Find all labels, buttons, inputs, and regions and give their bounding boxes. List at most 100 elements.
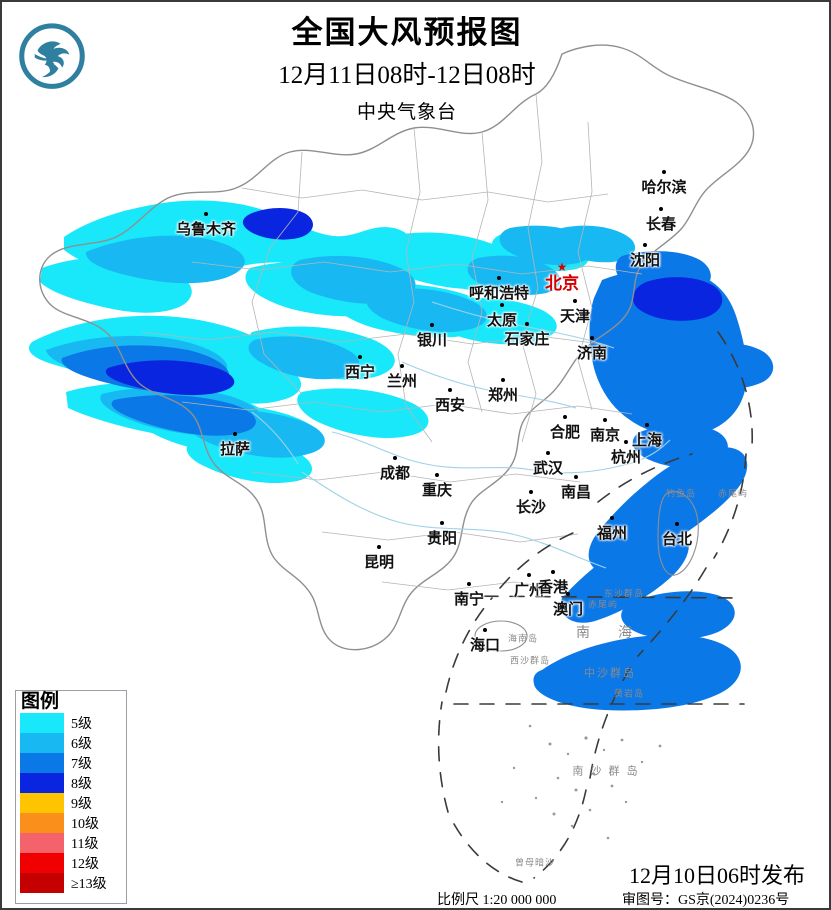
legend-swatch	[20, 872, 64, 893]
wind-field-level8	[105, 208, 723, 396]
city-label: 南京	[589, 427, 621, 444]
city-label: 兰州	[386, 373, 418, 390]
sea-label: 钓鱼岛	[665, 488, 697, 499]
legend-label: 6级	[71, 736, 92, 752]
city-marker	[483, 628, 487, 632]
city-marker	[643, 243, 647, 247]
city-marker	[563, 415, 567, 419]
sea-label: 东沙群岛	[603, 588, 645, 599]
city-marker	[377, 545, 381, 549]
city-label: 拉萨	[219, 441, 251, 458]
forecast-period: 12月11日08时-12日08时	[278, 61, 536, 89]
city-marker	[525, 322, 529, 326]
city-marker	[430, 323, 434, 327]
city-label: 济南	[576, 345, 608, 362]
legend-row: 12级	[20, 852, 126, 873]
issue-time: 12月10日06时发布	[628, 863, 805, 888]
legend-rows: 5级 6级 7级 8级 9级 10级 11级 12级 ≥13级	[20, 712, 126, 893]
city-label: 海口	[469, 637, 501, 654]
city-label: 太原	[486, 312, 518, 329]
sea-label: 西沙群岛	[509, 655, 551, 666]
map-scale: 比例尺 1:20 000 000	[437, 893, 557, 908]
city-label: 澳门	[552, 601, 584, 618]
city-marker	[500, 303, 504, 307]
city-label: 呼和浩特	[468, 285, 530, 302]
city-label: 杭州	[610, 449, 642, 466]
city-label: 重庆	[421, 482, 453, 499]
city-marker	[527, 573, 531, 577]
city-marker	[233, 432, 237, 436]
city-marker	[546, 451, 550, 455]
sea-label: 赤尾屿	[717, 488, 749, 499]
city-marker	[358, 355, 362, 359]
review-number: 审图号：GS京(2024)0236号	[622, 893, 790, 908]
city-marker	[590, 336, 594, 340]
city-label: 郑州	[487, 387, 519, 404]
city-marker	[440, 521, 444, 525]
issuing-agency: 中央气象台	[356, 101, 457, 123]
city-label: 贵阳	[426, 530, 458, 547]
city-marker	[574, 475, 578, 479]
city-marker	[551, 570, 555, 574]
cma-dragon-logo	[16, 20, 88, 98]
city-marker	[435, 473, 439, 477]
legend-swatch	[20, 712, 64, 733]
city-marker	[573, 299, 577, 303]
city-label: 西宁	[344, 364, 376, 381]
city-label: 香港	[537, 579, 569, 596]
capital-marker: ★	[556, 260, 568, 274]
city-label: 广州	[513, 582, 545, 599]
nine-dash-line	[437, 331, 754, 883]
legend-swatch	[20, 852, 64, 873]
city-marker	[662, 170, 666, 174]
city-label: 北京	[545, 274, 579, 293]
legend-swatch	[20, 772, 64, 793]
city-marker	[400, 364, 404, 368]
legend-label: 11级	[71, 836, 99, 852]
sea-label: 赤尾屿	[587, 599, 619, 610]
legend-swatch	[20, 792, 64, 813]
city-marker	[529, 490, 533, 494]
rivers	[251, 301, 671, 569]
legend-swatch	[20, 832, 64, 853]
legend-row: 5级	[20, 712, 126, 733]
city-label: 长春	[645, 216, 677, 233]
city-marker	[624, 440, 628, 444]
sea-label: 中沙群岛	[584, 667, 636, 680]
city-marker	[497, 276, 501, 280]
legend-label: 9级	[71, 796, 92, 812]
city-marker	[603, 418, 607, 422]
page-title: 全国大风预报图	[291, 15, 523, 50]
legend-swatch	[20, 752, 64, 773]
legend-swatch	[20, 732, 64, 753]
city-label: 昆明	[363, 554, 395, 571]
city-label: 石家庄	[504, 331, 550, 348]
legend-row: 9级	[20, 792, 126, 813]
legend-box: 图例 5级 6级 7级 8级 9级 10级 11级 12级 ≥13级	[15, 690, 127, 904]
city-marker	[675, 522, 679, 526]
city-label: 长沙	[515, 499, 547, 516]
city-marker	[467, 582, 471, 586]
legend-row: 7级	[20, 752, 126, 773]
city-marker	[204, 212, 208, 216]
city-label: 哈尔滨	[641, 179, 687, 196]
city-label: 南昌	[560, 484, 592, 501]
sea-label: 南 海	[576, 624, 644, 640]
city-marker	[501, 378, 505, 382]
sea-label: 黄岩岛	[613, 688, 645, 699]
city-marker	[659, 207, 663, 211]
city-label: 沈阳	[629, 252, 661, 269]
legend-swatch	[20, 812, 64, 833]
city-label: 福州	[596, 525, 628, 542]
legend-row: 10级	[20, 812, 126, 833]
city-marker	[448, 388, 452, 392]
legend-label: 10级	[71, 816, 99, 832]
legend-label: 7级	[71, 756, 92, 772]
sea-label: 曾母暗沙	[514, 857, 556, 868]
nansha-islands-speckle	[500, 724, 662, 840]
legend-row: 6级	[20, 732, 126, 753]
city-label: 银川	[416, 332, 448, 349]
china-national-boundary	[39, 44, 755, 651]
